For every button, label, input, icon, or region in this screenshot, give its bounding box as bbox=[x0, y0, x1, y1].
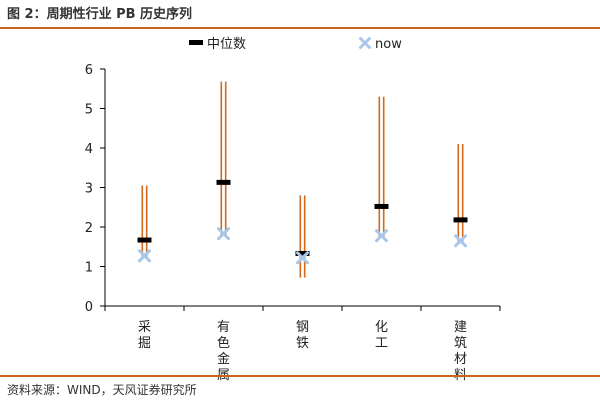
now-markers bbox=[138, 227, 467, 265]
now-marker bbox=[217, 227, 230, 241]
figure-title: 图 2：周期性行业 PB 历史序列 bbox=[7, 7, 193, 22]
y-tick-label: 2 bbox=[85, 221, 93, 236]
chart-axes bbox=[100, 68, 501, 311]
category-label: 建筑材料 bbox=[454, 320, 467, 383]
now-marker bbox=[296, 251, 309, 265]
legend-median-label: 中位数 bbox=[207, 37, 246, 52]
median-marker bbox=[137, 237, 152, 243]
y-tick-labels: 0 1 2 3 4 5 6 bbox=[85, 63, 93, 315]
legend-median-swatch bbox=[189, 40, 203, 45]
median-marker bbox=[453, 217, 468, 223]
median-markers bbox=[137, 179, 468, 256]
source-note: 资料来源：WIND，天风证券研究所 bbox=[7, 383, 197, 397]
bottom-divider bbox=[0, 375, 600, 377]
category-labels: 采掘 有色金属 钢铁 化工 建筑材料 bbox=[138, 320, 467, 383]
now-marker bbox=[375, 229, 388, 243]
top-divider bbox=[0, 27, 600, 29]
y-tick-label: 1 bbox=[85, 261, 93, 276]
y-tick-label: 5 bbox=[85, 103, 93, 118]
chart-legend: 中位数 now bbox=[189, 37, 402, 52]
category-label: 有色金属 bbox=[217, 320, 230, 383]
median-marker bbox=[374, 203, 389, 209]
y-tick-label: 4 bbox=[85, 142, 93, 157]
category-label: 化工 bbox=[375, 320, 388, 351]
now-marker bbox=[454, 234, 467, 248]
median-marker bbox=[295, 250, 310, 256]
legend-now-swatch bbox=[359, 37, 371, 49]
range-bars bbox=[141, 81, 464, 278]
legend-now-label: now bbox=[375, 37, 402, 52]
y-tick-label: 3 bbox=[85, 182, 93, 197]
category-label: 钢铁 bbox=[296, 320, 309, 351]
y-tick-label: 6 bbox=[85, 63, 93, 78]
now-marker bbox=[138, 249, 151, 263]
category-label: 采掘 bbox=[138, 320, 151, 351]
median-marker bbox=[216, 179, 231, 185]
y-tick-label: 0 bbox=[85, 300, 93, 315]
